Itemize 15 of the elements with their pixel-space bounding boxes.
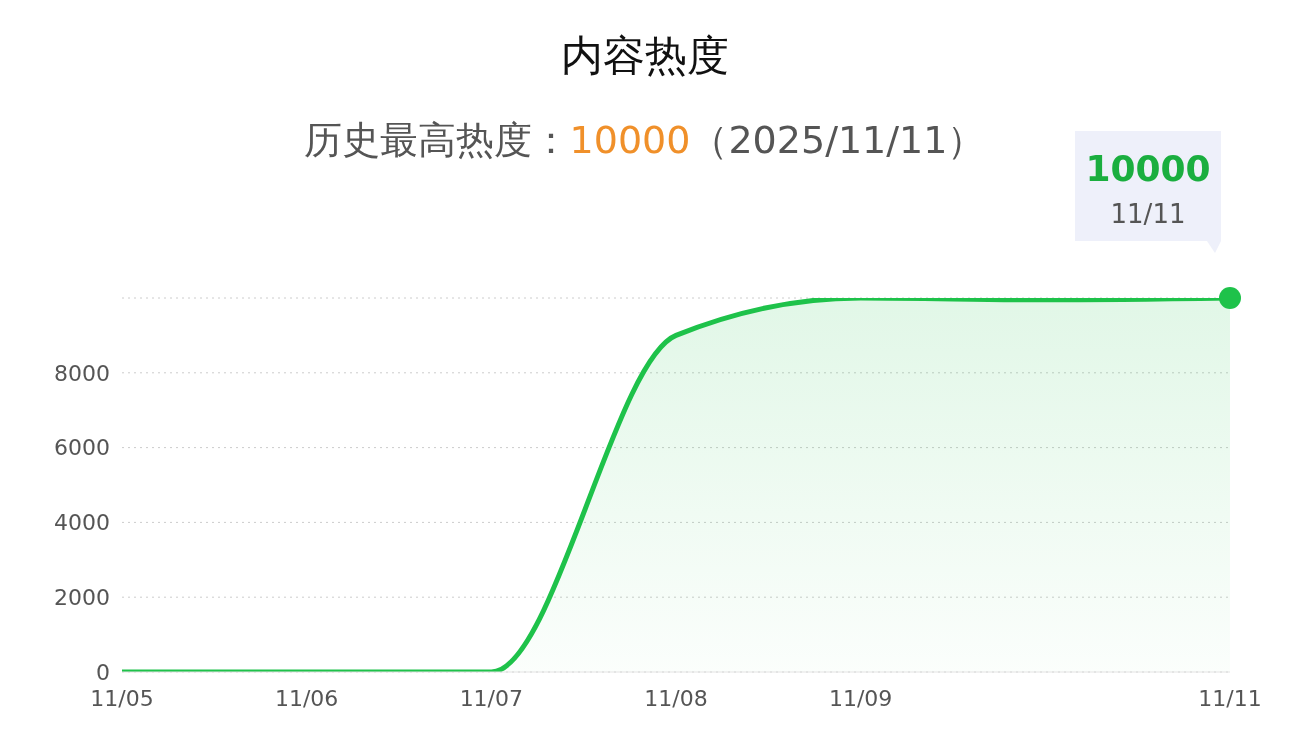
- y-tick-label: 6000: [54, 435, 110, 461]
- x-tick-label: 11/08: [644, 685, 708, 711]
- text: 10000: [1085, 148, 1211, 189]
- x-tick-label: 11/11: [1198, 685, 1262, 711]
- y-tick-label: 2000: [54, 585, 110, 611]
- x-tick-label: 11/06: [274, 685, 339, 711]
- x-tick-label: 11/07: [459, 685, 524, 711]
- chart-title: 内容热度: [559, 30, 730, 82]
- chart-subtitle: 历史最高热度：10000（2025/11/11）: [303, 118, 986, 162]
- y-tick-label: 0: [96, 659, 110, 685]
- y-tick-label: 4000: [54, 510, 110, 536]
- x-tick-label: 11/05: [90, 685, 154, 711]
- y-tick-label: 8000: [54, 360, 110, 386]
- text: 11/11: [1110, 199, 1186, 229]
- x-tick-label: 11/09: [828, 685, 893, 711]
